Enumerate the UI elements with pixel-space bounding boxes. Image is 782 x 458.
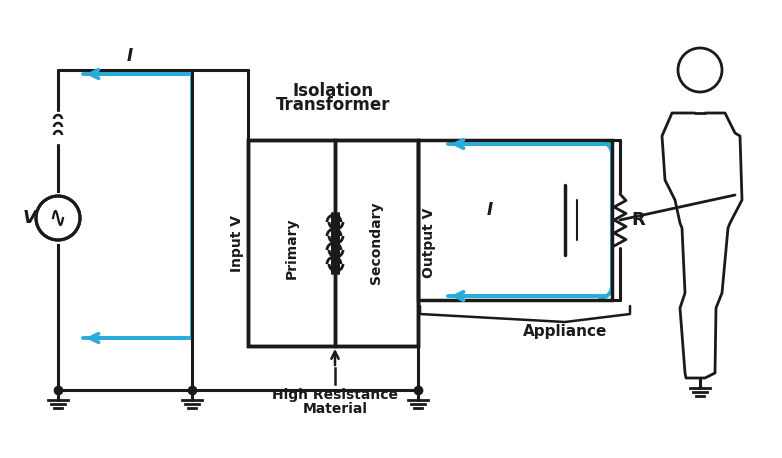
Text: R: R (631, 211, 645, 229)
Text: Isolation: Isolation (292, 82, 374, 100)
Bar (248, 140, 335, 346)
Bar (335, 140, 418, 346)
Text: Secondary: Secondary (370, 202, 383, 284)
Text: I: I (127, 47, 133, 65)
Text: Material: Material (303, 402, 368, 416)
Text: V: V (23, 209, 37, 227)
Text: Input V: Input V (230, 214, 244, 272)
Text: Appliance: Appliance (523, 324, 607, 339)
Text: I: I (487, 201, 493, 219)
Bar (248, 140, 418, 346)
Text: Primary: Primary (285, 217, 299, 279)
Text: High Resistance: High Resistance (272, 388, 398, 402)
Text: Transformer: Transformer (276, 96, 390, 114)
Text: Output V: Output V (422, 208, 436, 278)
Bar (418, 140, 612, 300)
